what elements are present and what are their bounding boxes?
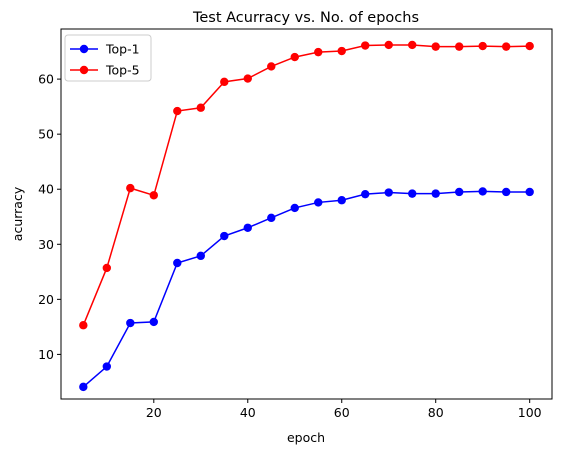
- x-tick-label: 20: [146, 405, 162, 420]
- data-point-top-1: [79, 382, 88, 392]
- data-point-top-5: [149, 191, 158, 200]
- data-point-top-5: [431, 42, 440, 51]
- series-line-top-5: [82, 44, 530, 326]
- data-point-top-5: [220, 77, 229, 87]
- legend-label-top-5: Top-5: [105, 63, 140, 78]
- data-point-top-5: [126, 183, 135, 193]
- data-point-top-5: [290, 52, 299, 62]
- y-tick-label: 50: [38, 127, 54, 142]
- data-point-top-1: [431, 189, 440, 198]
- data-point-top-5: [196, 103, 205, 112]
- data-point-top-1: [290, 203, 299, 213]
- data-point-top-1: [267, 213, 276, 223]
- y-tick-label: 60: [38, 72, 54, 87]
- y-tick-label: 30: [38, 237, 54, 252]
- data-point-top-5: [408, 40, 417, 50]
- data-point-top-1: [196, 251, 205, 261]
- legend-marker-top-1: [79, 44, 89, 54]
- legend-marker-top-5: [79, 65, 89, 75]
- data-point-top-5: [525, 41, 534, 51]
- data-point-top-5: [173, 106, 182, 116]
- x-tick-label: 60: [334, 405, 350, 420]
- data-point-top-1: [243, 223, 252, 232]
- data-point-top-5: [314, 47, 323, 57]
- data-point-top-1: [173, 258, 182, 268]
- data-point-top-1: [314, 198, 323, 207]
- plot-frame: [60, 28, 553, 400]
- y-axis-label: acurracy: [10, 186, 25, 241]
- data-point-top-5: [102, 263, 112, 273]
- data-point-top-1: [525, 187, 534, 197]
- data-point-top-1: [501, 187, 511, 197]
- x-tick-label: 40: [240, 405, 256, 420]
- data-point-top-1: [337, 196, 346, 205]
- data-point-top-1: [102, 362, 112, 371]
- legend-label-top-1: Top-1: [105, 42, 140, 57]
- data-point-top-5: [501, 42, 511, 51]
- y-tick-label: 10: [38, 347, 54, 362]
- data-point-top-5: [243, 74, 252, 83]
- data-point-top-1: [478, 187, 487, 196]
- data-point-top-5: [478, 41, 487, 51]
- data-point-top-1: [149, 317, 158, 327]
- data-point-top-5: [267, 62, 276, 71]
- chart-title: Test Acurracy vs. No. of epochs: [192, 10, 419, 26]
- x-tick-label: 80: [428, 405, 444, 420]
- data-point-top-1: [126, 318, 135, 328]
- data-point-top-5: [384, 40, 393, 50]
- data-point-top-1: [361, 189, 370, 199]
- data-point-top-5: [361, 41, 370, 50]
- data-point-top-1: [384, 188, 393, 197]
- x-axis-label: epoch: [287, 430, 325, 445]
- y-tick-label: 40: [38, 182, 54, 197]
- x-axis-ticks: 20 40 60 80 100: [146, 399, 542, 420]
- data-point-top-5: [455, 42, 464, 51]
- data-point-top-5: [337, 46, 346, 56]
- x-tick-label: 100: [518, 405, 542, 420]
- data-point-top-1: [455, 187, 464, 197]
- data-point-top-1: [408, 189, 417, 198]
- plot-area: [79, 40, 534, 392]
- y-axis-ticks: 10 20 30 40 50 60: [38, 72, 61, 362]
- series-line-top-1: [82, 190, 530, 388]
- y-tick-label: 20: [38, 292, 54, 307]
- data-point-top-1: [220, 231, 229, 241]
- legend: Top-1 Top-5: [64, 34, 152, 82]
- data-point-top-5: [79, 321, 88, 330]
